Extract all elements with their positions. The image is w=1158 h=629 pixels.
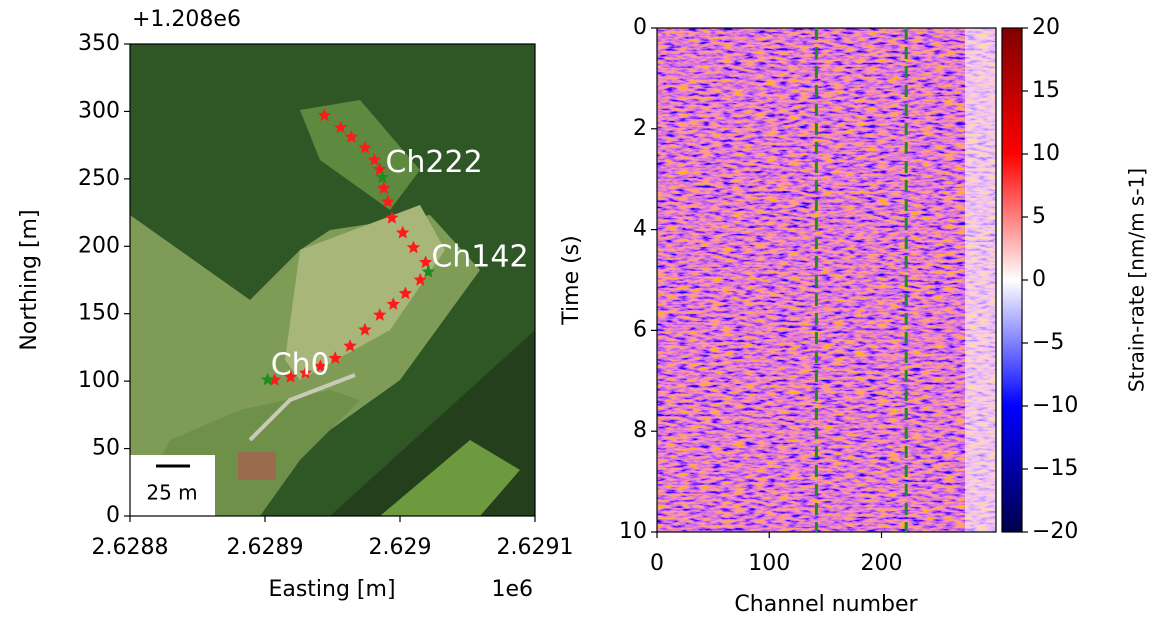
colorbar-tick-label: −5 (1032, 330, 1064, 355)
y-tick-label: 6 (633, 317, 647, 342)
track-point (328, 351, 342, 364)
y-tick-label: 8 (633, 418, 647, 443)
x-tick-label: 2.629 (369, 535, 432, 560)
track-point (373, 162, 387, 176)
track-point (386, 297, 400, 310)
track-point (413, 273, 427, 286)
y-axis-label: Time (s) (559, 235, 584, 325)
y-tick-label: 10 (619, 519, 647, 544)
y-axis-label: Northing [m] (17, 209, 42, 350)
x-axis-label: Easting [m] (268, 577, 395, 602)
colorbar-tick-label: 15 (1032, 78, 1060, 103)
y-tick-label: 2 (633, 116, 647, 141)
channel-label: Ch0 (271, 347, 330, 382)
y-tick-label: 4 (633, 217, 647, 242)
track-point (284, 370, 298, 383)
map-frame (129, 43, 536, 517)
y-offset: +1.208e6 (132, 7, 241, 32)
scale-bar-label: 25 m (146, 481, 197, 505)
track-point (333, 120, 348, 134)
colorbar-tick-label: 20 (1032, 15, 1060, 40)
y-tick-label: 0 (106, 503, 120, 528)
channel-label: Ch222 (385, 145, 482, 180)
channel-marker (261, 372, 275, 386)
track-point (317, 108, 332, 122)
y-tick-label: 300 (78, 98, 120, 123)
channel-marker (421, 264, 435, 278)
track-point (419, 255, 433, 269)
colorbar-tick-label: 5 (1032, 204, 1046, 229)
track-point (381, 194, 395, 208)
track-point (398, 286, 413, 300)
x-tick-label: 100 (748, 551, 790, 576)
track-point (367, 153, 381, 166)
heatmap-frame (656, 27, 997, 533)
y-tick-label: 350 (78, 31, 120, 56)
x-tick-label: 200 (861, 551, 903, 576)
y-tick-label: 150 (78, 301, 120, 326)
channel-label: Ch142 (431, 239, 528, 274)
y-tick-label: 50 (92, 436, 120, 461)
y-tick-label: 200 (78, 233, 120, 258)
track-point (298, 366, 313, 379)
colorbar-tick-label: −10 (1032, 393, 1078, 418)
x-tick-label: 2.6289 (227, 535, 304, 560)
x-tick-label: 0 (650, 551, 664, 576)
colorbar-tick-label: 10 (1032, 141, 1060, 166)
track-point (406, 240, 421, 254)
track-point (358, 322, 372, 336)
track-point (377, 181, 391, 194)
track-point (373, 308, 387, 321)
x-axis-label: Channel number (734, 592, 918, 617)
track-point (267, 373, 282, 386)
track-point (313, 359, 327, 372)
y-tick-label: 250 (78, 166, 120, 191)
colorbar (1001, 27, 1023, 533)
x-offset: 1e6 (491, 577, 533, 602)
track-point (385, 211, 399, 224)
colorbar-label: Strain-rate [nm/m s-1] (1125, 168, 1149, 392)
track-point (344, 130, 359, 143)
y-tick-label: 100 (78, 368, 120, 393)
x-tick-label: 2.6291 (497, 535, 574, 560)
y-tick-label: 0 (633, 15, 647, 40)
track-point (396, 225, 410, 239)
colorbar-tick-label: −20 (1032, 519, 1078, 544)
satellite-image (130, 44, 535, 516)
track-point (358, 140, 372, 154)
channel-marker (375, 170, 390, 184)
colorbar-tick-label: −15 (1032, 456, 1078, 481)
track-point (343, 339, 357, 352)
strain-rate-image (657, 28, 996, 532)
colorbar-tick-label: 0 (1032, 267, 1046, 292)
x-tick-label: 2.6288 (92, 535, 169, 560)
